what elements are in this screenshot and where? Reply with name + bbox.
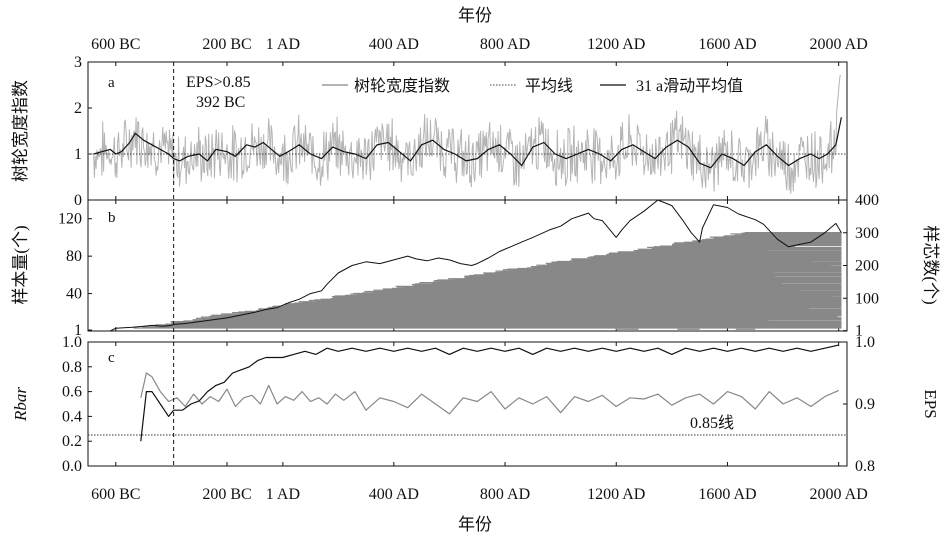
panel-c-y2label: EPS <box>921 389 940 418</box>
y-tick-label: 40 <box>66 286 82 303</box>
x-tick-label-bottom: 800 AD <box>480 486 530 503</box>
y-tick-label: 80 <box>66 248 82 265</box>
x-tick-label-top: 200 BC <box>202 36 251 53</box>
eps-line <box>140 344 839 442</box>
x-tick-label-bottom: 1 AD <box>266 486 300 503</box>
x-tick-label-top: 2000 AD <box>810 36 868 53</box>
y2-tick-label: 300 <box>855 225 879 242</box>
y2-tick-label: 0.8 <box>855 458 875 475</box>
legend-index-label: 树轮宽度指数 <box>354 77 450 95</box>
x-tick-label-bottom: 2000 AD <box>810 486 868 503</box>
x-tick-label-top: 1200 AD <box>587 36 645 53</box>
x-tick-label-top: 400 AD <box>369 36 419 53</box>
y2-tick-label: 1 <box>855 323 863 340</box>
ring-width-index-line <box>93 75 841 194</box>
panel-b-plot <box>93 199 842 332</box>
panel-b-label: b <box>108 210 116 226</box>
eps-marker-label-2: 392 BC <box>196 94 245 111</box>
y-tick-label: 1 <box>74 146 82 163</box>
panel-a-ylabel: 树轮宽度指数 <box>11 80 30 182</box>
x-axis-title-top: 年份 <box>458 6 492 25</box>
panel-a-label: a <box>108 75 115 91</box>
y-tick-label: 0 <box>74 192 82 209</box>
y-tick-label: 0.2 <box>62 433 82 450</box>
y2-tick-label: 100 <box>855 290 879 307</box>
rbar-line <box>140 372 839 415</box>
y-tick-label: 0.4 <box>62 408 82 425</box>
threshold-label: 0.85线 <box>690 414 734 432</box>
panel-c-plot <box>88 344 847 442</box>
y2-tick-label: 0.9 <box>855 396 875 413</box>
x-tick-label-bottom: 1600 AD <box>698 486 756 503</box>
x-tick-label-bottom: 600 BC <box>91 486 140 503</box>
panel-c-label: c <box>108 350 115 366</box>
x-tick-label-top: 800 AD <box>480 36 530 53</box>
legend-smooth-label: 31 a滑动平均值 <box>636 77 743 95</box>
eps-marker-label-1: EPS>0.85 <box>186 74 251 91</box>
y-tick-label: 1 <box>74 322 82 339</box>
smooth-31a-line <box>93 117 842 169</box>
x-tick-label-top: 1600 AD <box>698 36 756 53</box>
y2-tick-label: 1.0 <box>855 334 875 351</box>
x-tick-label-bottom: 1200 AD <box>587 486 645 503</box>
legend: 树轮宽度指数 平均线 31 a滑动平均值 <box>322 77 743 95</box>
sample-depth-line <box>93 199 842 332</box>
y-tick-label: 2 <box>74 100 82 117</box>
y-tick-label: 0.8 <box>62 359 82 376</box>
y2-tick-label: 400 <box>855 192 879 209</box>
y-tick-label: 1.0 <box>62 334 82 351</box>
x-tick-label-bottom: 400 AD <box>369 486 419 503</box>
panel-b-ylabel: 样本量(个) <box>11 225 30 304</box>
y2-tick-label: 200 <box>855 258 879 275</box>
panel-a-plot <box>88 75 847 194</box>
x-tick-label-top: 600 BC <box>91 36 140 53</box>
y-tick-label: 0.0 <box>62 458 82 475</box>
y-tick-label: 0.6 <box>62 384 82 401</box>
panel-c-ylabel: Rbar <box>11 387 30 422</box>
y-tick-label: 3 <box>74 54 82 71</box>
x-tick-label-bottom: 200 BC <box>202 486 251 503</box>
y-tick-label: 120 <box>58 211 82 228</box>
panel-b-y2label: 样芯数(个) <box>921 225 940 304</box>
x-tick-label-top: 1 AD <box>266 36 300 53</box>
legend-mean-label: 平均线 <box>525 77 573 95</box>
axis-ticks-layer: 600 BC 600 BC 200 BC 200 BC 1 AD 1 AD 400 AD 40… <box>58 36 879 503</box>
x-axis-title-bottom: 年份 <box>458 515 492 534</box>
